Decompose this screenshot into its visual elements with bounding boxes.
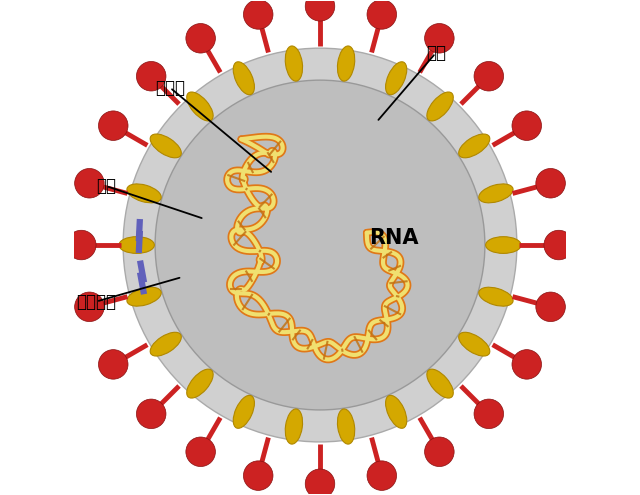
Circle shape	[99, 111, 128, 141]
Ellipse shape	[150, 332, 181, 356]
Circle shape	[424, 437, 454, 467]
Circle shape	[474, 61, 504, 91]
Ellipse shape	[337, 46, 355, 81]
Text: 病毒包膜: 病毒包膜	[76, 293, 116, 311]
Circle shape	[367, 0, 397, 29]
Circle shape	[305, 0, 335, 21]
Circle shape	[536, 292, 565, 322]
Circle shape	[305, 469, 335, 495]
Ellipse shape	[427, 369, 453, 398]
Ellipse shape	[427, 92, 453, 121]
Circle shape	[75, 168, 104, 198]
Ellipse shape	[337, 409, 355, 444]
Ellipse shape	[233, 62, 255, 95]
Ellipse shape	[479, 184, 513, 203]
Circle shape	[367, 461, 397, 491]
Ellipse shape	[150, 134, 181, 158]
Ellipse shape	[486, 237, 521, 253]
Circle shape	[186, 24, 216, 53]
Ellipse shape	[285, 46, 303, 81]
Ellipse shape	[187, 92, 213, 121]
Circle shape	[243, 461, 273, 491]
Ellipse shape	[385, 396, 407, 428]
Text: 核衣壳: 核衣壳	[155, 79, 185, 97]
Circle shape	[136, 399, 166, 429]
Circle shape	[67, 230, 96, 260]
Ellipse shape	[459, 134, 490, 158]
Ellipse shape	[119, 237, 154, 253]
Ellipse shape	[233, 396, 255, 428]
Ellipse shape	[385, 62, 407, 95]
Text: 基质: 基质	[96, 177, 116, 195]
Ellipse shape	[187, 369, 213, 398]
Ellipse shape	[127, 287, 161, 306]
Ellipse shape	[459, 332, 490, 356]
Circle shape	[155, 80, 485, 410]
Circle shape	[424, 24, 454, 53]
Text: 刺突: 刺突	[426, 44, 445, 62]
Circle shape	[512, 349, 541, 379]
Circle shape	[186, 437, 216, 467]
Ellipse shape	[285, 409, 303, 444]
Circle shape	[136, 61, 166, 91]
Ellipse shape	[479, 287, 513, 306]
Circle shape	[75, 292, 104, 322]
Circle shape	[99, 349, 128, 379]
Circle shape	[474, 399, 504, 429]
Text: RNA: RNA	[369, 228, 419, 248]
Ellipse shape	[127, 184, 161, 203]
Circle shape	[123, 48, 517, 442]
Circle shape	[243, 0, 273, 29]
Circle shape	[544, 230, 573, 260]
Circle shape	[536, 168, 565, 198]
Circle shape	[512, 111, 541, 141]
